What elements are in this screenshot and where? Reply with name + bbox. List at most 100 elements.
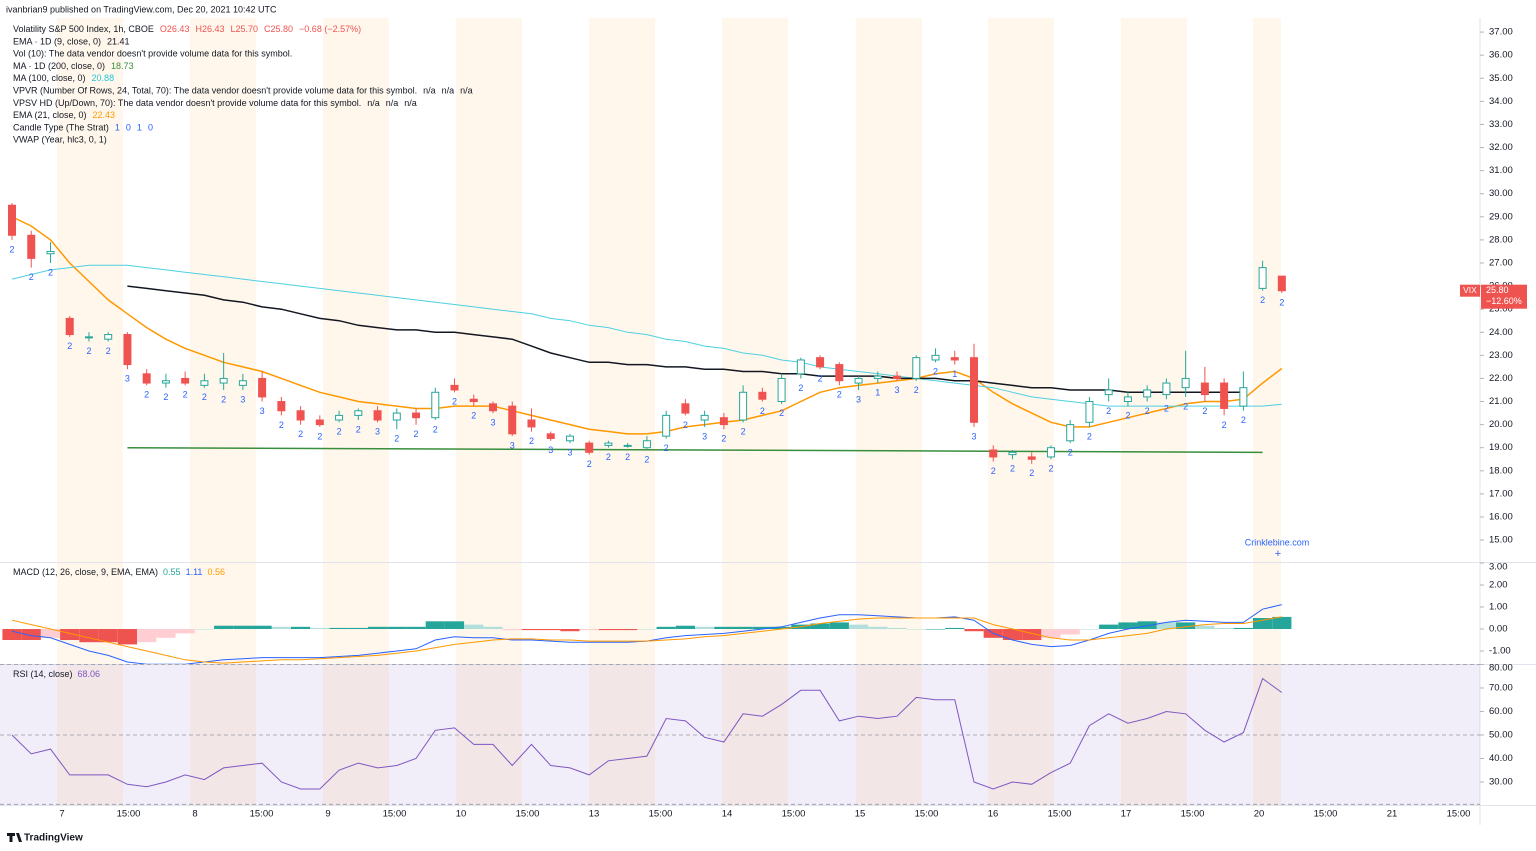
strat-label: 3	[375, 427, 380, 437]
macd-histogram-bar	[387, 626, 407, 630]
macd-histogram-bar	[733, 626, 753, 630]
strat-label: 2	[433, 424, 438, 434]
strat-label: 2	[1048, 464, 1053, 474]
macd-legend-value: 0.55	[163, 567, 181, 577]
legend-row: VPSV HD (Up/Down, 70): The data vendor d…	[13, 98, 417, 108]
strat-label: 2	[1125, 411, 1130, 421]
candle-body	[1027, 456, 1036, 460]
session-band	[988, 18, 1054, 805]
legend-value: 1	[137, 123, 142, 133]
strat-label: 2	[337, 427, 342, 437]
macd-histogram-bar	[598, 629, 619, 631]
macd-histogram-bar	[1214, 627, 1234, 630]
candle-body	[950, 357, 959, 361]
rsi-legend-label: RSI (14, close)	[13, 669, 73, 679]
legend-label: MA · 1D (200, close, 0)	[13, 61, 105, 71]
y-tick-label: 33.00	[1489, 119, 1513, 130]
macd-histogram-bar	[1041, 629, 1061, 638]
y-tick-label: 20.00	[1489, 419, 1513, 430]
y-tick-label: 25.00	[1489, 304, 1513, 315]
candle-body	[296, 410, 305, 421]
legend-row: VWAP (Year, hlc3, 0, 1)	[13, 135, 107, 145]
x-tick-label: 15:00	[250, 809, 274, 820]
y-tick-label: 2.00	[1489, 580, 1508, 591]
y-tick-label: 17.00	[1489, 488, 1513, 499]
macd-histogram-bar	[1060, 629, 1080, 635]
x-tick-label: 15:00	[1181, 809, 1205, 820]
strat-label: 2	[67, 341, 72, 351]
macd-histogram-bar	[1022, 629, 1042, 641]
x-tick-label: 15:00	[117, 809, 141, 820]
macd-histogram-bar	[1137, 621, 1157, 630]
strat-label: 2	[1145, 406, 1150, 416]
strat-label: 2	[779, 408, 784, 418]
y-tick-label: 21.00	[1489, 396, 1513, 407]
strat-label: 2	[1010, 464, 1015, 474]
macd-histogram-bar	[444, 621, 465, 630]
y-tick-label: 16.00	[1489, 511, 1513, 522]
legend-label: Volatility S&P 500 Index, 1h, CBOE	[13, 24, 154, 34]
x-tick-label: 14	[722, 809, 733, 820]
legend-value: O26.43	[160, 24, 190, 34]
candle-body	[912, 357, 921, 379]
legend-value: H26.43	[195, 24, 224, 34]
strat-label: 2	[317, 431, 322, 441]
strat-label: 2	[1068, 447, 1073, 457]
strat-label: 2	[394, 434, 399, 444]
strat-label: 2	[1222, 420, 1227, 430]
macd-histogram-bar	[156, 629, 176, 638]
strat-label: 2	[9, 244, 14, 254]
strat-label: 3	[567, 447, 572, 457]
legend-label: Vol (10): The data vendor doesn't provid…	[13, 49, 292, 59]
candle-body	[739, 391, 748, 421]
candle-body	[354, 410, 363, 416]
candle-body	[1220, 382, 1229, 409]
logo-icon	[7, 833, 22, 842]
macd-histogram-bar	[810, 623, 830, 630]
candle-body	[970, 357, 978, 423]
macd-histogram-bar	[502, 629, 522, 631]
candle-body	[796, 359, 805, 375]
candle-body	[469, 398, 478, 403]
candle-body	[123, 334, 132, 366]
macd-histogram-bar	[772, 626, 792, 630]
macd-histogram-bar	[98, 629, 118, 643]
legend-row: EMA (21, close, 0) 22.43	[13, 110, 115, 120]
x-tick-label: 15:00	[1447, 809, 1471, 820]
candle-body	[8, 204, 16, 236]
macd-histogram-bar	[329, 627, 349, 630]
strat-label: 2	[529, 436, 534, 446]
candle-body	[277, 401, 286, 412]
indicator-line	[11, 616, 1282, 664]
legend-label: EMA (21, close, 0)	[13, 110, 87, 120]
strat-label: 2	[991, 466, 996, 476]
legend-row: MA · 1D (200, close, 0) 18.73	[13, 61, 134, 71]
macd-histogram-bar	[40, 629, 61, 638]
strat-label: 2	[1183, 401, 1188, 411]
crosshair-plus: +	[1275, 548, 1281, 560]
macd-histogram-bar	[175, 629, 195, 634]
legend-row: Vol (10): The data vendor doesn't provid…	[13, 49, 292, 59]
candle-body	[104, 334, 113, 340]
strat-label: 2	[298, 429, 303, 439]
macd-histogram-bar	[560, 629, 580, 632]
y-tick-label: 80.00	[1489, 663, 1513, 674]
price-tag-change: −12.60%	[1486, 296, 1522, 306]
candle-body	[546, 433, 555, 439]
y-tick-label: -1.00	[1489, 646, 1511, 657]
y-tick-label: 19.00	[1489, 442, 1513, 453]
x-tick-label: 15	[855, 809, 866, 820]
chart-layer: 37.0036.0035.0034.0033.0032.0031.0030.00…	[0, 24, 1527, 820]
macd-histogram-bar	[618, 629, 638, 631]
x-tick-label: 15:00	[383, 809, 407, 820]
strat-label: 2	[741, 427, 746, 437]
y-tick-label: 70.00	[1489, 682, 1513, 693]
legend-value: n/a	[423, 86, 436, 96]
legend-value: n/a	[460, 86, 473, 96]
candle-body	[219, 377, 228, 384]
strat-label: 2	[1029, 468, 1034, 478]
macd-histogram-bar	[21, 629, 41, 641]
macd-histogram-bar	[79, 629, 99, 643]
macd-histogram-bar	[233, 625, 253, 630]
